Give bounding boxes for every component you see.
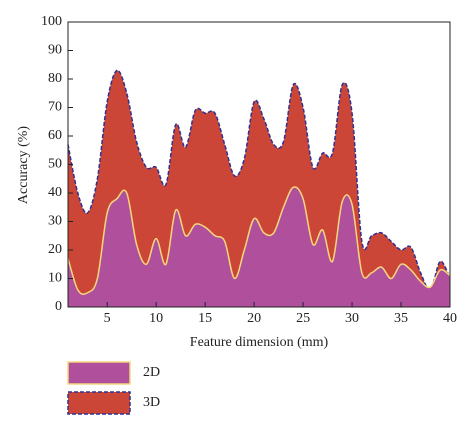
x-tick-label: 10: [149, 311, 163, 326]
legend-swatch: [67, 361, 131, 385]
y-tick-label: 70: [48, 100, 62, 115]
x-tick-label: 40: [443, 311, 457, 326]
y-tick-label: 0: [55, 299, 62, 314]
x-tick-label: 20: [247, 311, 261, 326]
y-tick-label: 100: [41, 14, 62, 29]
y-tick-label: 20: [48, 242, 62, 257]
legend-label: 3D: [143, 395, 160, 410]
y-tick-label: 10: [48, 271, 62, 286]
y-tick-label: 50: [48, 157, 62, 172]
x-tick-label: 30: [345, 311, 359, 326]
y-tick-label: 40: [48, 185, 62, 200]
y-axis-label: Accuracy (%): [16, 126, 31, 204]
y-tick-label: 60: [48, 128, 62, 143]
y-tick-label: 30: [48, 214, 62, 229]
y-tick-label: 80: [48, 71, 62, 86]
area-fill: [68, 186, 450, 307]
y-tick-label: 90: [48, 43, 62, 58]
area-line: [67, 69, 451, 291]
area-line: [67, 186, 451, 295]
x-tick-label: 35: [394, 311, 408, 326]
legend-label: 2D: [143, 365, 160, 380]
x-tick-label: 5: [104, 311, 111, 326]
x-axis-label: Feature dimension (mm): [190, 335, 329, 350]
x-tick-label: 25: [296, 311, 310, 326]
x-tick-label: 15: [198, 311, 212, 326]
legend-swatch: [67, 391, 131, 415]
